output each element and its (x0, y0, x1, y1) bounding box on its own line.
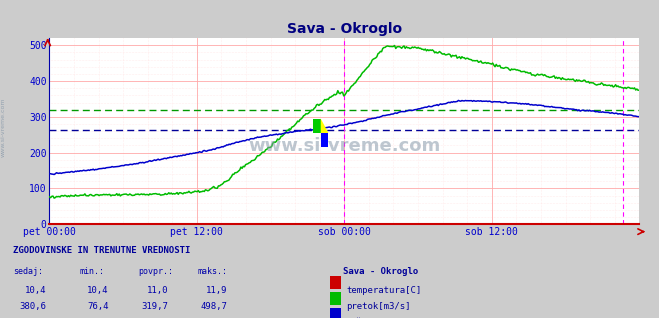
Text: www.si-vreme.com: www.si-vreme.com (1, 97, 6, 157)
Text: www.si-vreme.com: www.si-vreme.com (248, 137, 440, 155)
Title: Sava - Okroglo: Sava - Okroglo (287, 22, 402, 36)
Text: 11,0: 11,0 (146, 286, 168, 295)
Polygon shape (321, 119, 328, 133)
Text: 76,4: 76,4 (87, 302, 109, 311)
Text: maks.:: maks.: (198, 267, 228, 276)
Text: 11,9: 11,9 (206, 286, 227, 295)
Text: Sava - Okroglo: Sava - Okroglo (343, 267, 418, 276)
Polygon shape (313, 119, 321, 133)
Text: 10,4: 10,4 (87, 286, 109, 295)
Polygon shape (321, 133, 328, 147)
Text: 498,7: 498,7 (200, 302, 227, 311)
Text: 380,6: 380,6 (19, 302, 46, 311)
Text: min.:: min.: (79, 267, 104, 276)
Text: povpr.:: povpr.: (138, 267, 173, 276)
Text: ZGODOVINSKE IN TRENUTNE VREDNOSTI: ZGODOVINSKE IN TRENUTNE VREDNOSTI (13, 246, 190, 255)
Text: 10,4: 10,4 (24, 286, 46, 295)
Text: temperatura[C]: temperatura[C] (346, 286, 421, 295)
Text: pretok[m3/s]: pretok[m3/s] (346, 302, 411, 311)
Text: 319,7: 319,7 (141, 302, 168, 311)
Text: sedaj:: sedaj: (13, 267, 43, 276)
